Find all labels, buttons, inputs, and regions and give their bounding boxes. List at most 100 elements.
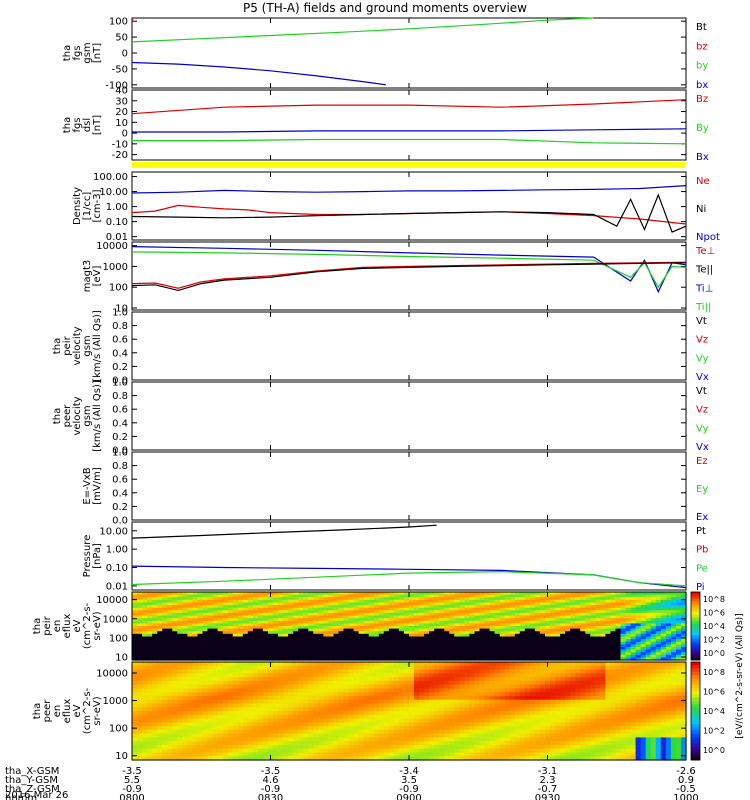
heatmap-cell [404, 673, 410, 678]
heatmap-cell [212, 623, 219, 627]
heatmap-cell [524, 644, 531, 648]
heatmap-cell [550, 592, 556, 596]
heatmap-cell [187, 756, 193, 761]
heatmap-cell [318, 636, 324, 640]
heatmap-cell [212, 597, 219, 601]
heatmap-cell [398, 615, 405, 619]
heatmap-cell [398, 699, 405, 705]
heatmap-cell [232, 722, 239, 727]
heatmap-cell [388, 711, 395, 716]
heatmap-cell [237, 711, 244, 716]
heatmap-cell [152, 684, 158, 689]
heatmap-cell [197, 612, 204, 617]
heatmap-cell [534, 652, 541, 656]
heatmap-cell [162, 610, 168, 614]
heatmap-cell [298, 628, 304, 632]
heatmap-cell [268, 744, 274, 750]
heatmap-cell [585, 654, 591, 658]
heatmap-cell [469, 711, 475, 716]
heatmap-cell [232, 654, 239, 658]
heatmap-cell [142, 665, 148, 671]
heatmap-cell [429, 610, 435, 614]
y-axis-label: tha [62, 45, 73, 61]
heatmap-cell [358, 636, 365, 640]
heatmap-cell [222, 707, 229, 712]
heatmap-cell [454, 733, 460, 738]
y-tick-label: 1.00 [106, 202, 128, 213]
heatmap-cell [565, 594, 571, 598]
heatmap-cell [217, 654, 224, 658]
heatmap-cell [585, 602, 591, 606]
heatmap-cell [363, 741, 370, 746]
heatmap-cell [288, 605, 294, 609]
heatmap-cell [273, 729, 279, 735]
heatmap-cell [388, 733, 395, 738]
heatmap-cell [363, 649, 370, 653]
heatmap-cell [539, 597, 546, 601]
heatmap-cell [514, 612, 521, 617]
heatmap-cell [469, 699, 475, 705]
heatmap-cell [288, 654, 294, 658]
y-axis-label: [eV] [92, 266, 103, 287]
heatmap-cell [434, 654, 440, 658]
y-axis-label: [cm-3] [92, 189, 103, 222]
heatmap-cell [459, 618, 465, 622]
heatmap-cell [565, 626, 571, 630]
heatmap-cell [288, 639, 294, 643]
heatmap-cell [474, 631, 481, 635]
heatmap-cell [202, 707, 209, 712]
heatmap-cell [252, 752, 259, 757]
heatmap-cell [247, 756, 254, 761]
heatmap-cell [298, 607, 304, 611]
heatmap-cell [414, 673, 420, 678]
heatmap-cell [212, 644, 219, 648]
heatmap-cell [665, 628, 672, 632]
heatmap-cell [242, 752, 249, 757]
heatmap-cell [313, 703, 319, 708]
heatmap-cell [409, 618, 415, 622]
heatmap-cell [398, 729, 405, 735]
heatmap-cell [585, 646, 591, 651]
heatmap-cell [590, 644, 596, 648]
heatmap-cell [590, 652, 596, 656]
heatmap-cell [434, 729, 440, 735]
heatmap-cell [278, 707, 284, 712]
heatmap-cell [132, 741, 138, 746]
heatmap-cell [539, 594, 546, 598]
heatmap-cell [645, 618, 652, 622]
heatmap-cell [373, 639, 380, 643]
heatmap-cell [429, 707, 435, 712]
heatmap-cell [419, 665, 425, 671]
heatmap-cell [464, 722, 470, 727]
heatmap-cell [167, 612, 173, 617]
heatmap-cell [605, 615, 611, 619]
heatmap-cell [293, 612, 299, 617]
heatmap-cell [142, 646, 148, 651]
heatmap-cell [232, 684, 239, 689]
heatmap-cell [142, 662, 148, 667]
heatmap-cell [182, 649, 188, 653]
heatmap-cell [328, 623, 334, 627]
heatmap-cell [670, 615, 677, 619]
heatmap-cell [625, 610, 632, 614]
heatmap-cell [142, 641, 148, 645]
heatmap-cell [162, 726, 168, 731]
heatmap-cell [419, 748, 425, 754]
heatmap-cell [283, 692, 289, 697]
heatmap-cell [142, 654, 148, 658]
heatmap-cell [242, 657, 249, 661]
heatmap-cell [534, 641, 541, 645]
heatmap-cell [615, 626, 622, 630]
y-tick-label: -100 [105, 80, 128, 91]
heatmap-cell [605, 654, 611, 658]
heatmap-cell [167, 729, 173, 735]
heatmap-cell [378, 646, 385, 651]
heatmap-cell [585, 610, 591, 614]
heatmap-cell [147, 737, 153, 742]
heatmap-cell [645, 610, 652, 614]
heatmap-cell [509, 615, 516, 619]
heatmap-cell [459, 752, 465, 757]
heatmap-cell [278, 748, 284, 754]
heatmap-cell [484, 599, 491, 603]
heatmap-cell [600, 605, 606, 609]
